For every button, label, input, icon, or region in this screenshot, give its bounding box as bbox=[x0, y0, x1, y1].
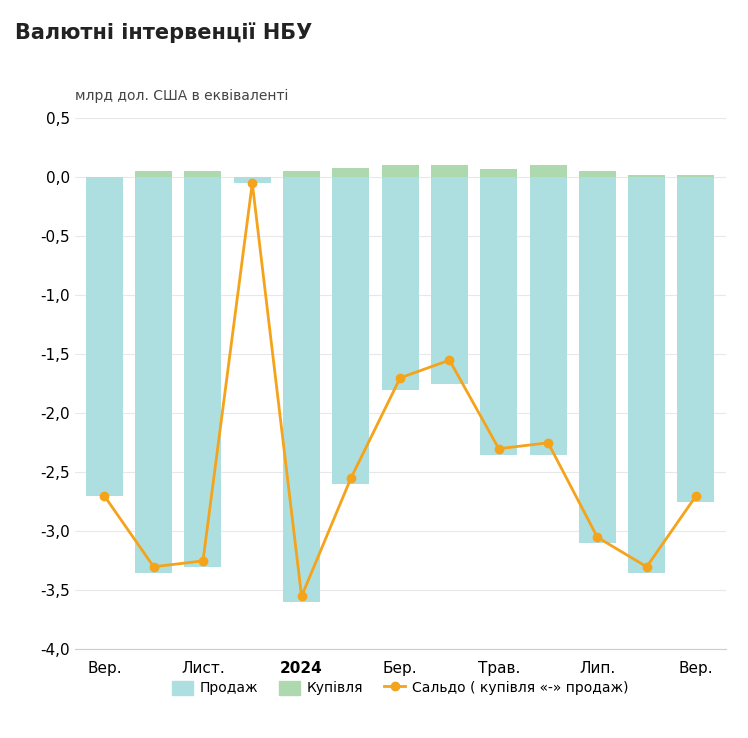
Bar bbox=[431, 165, 468, 177]
Bar bbox=[86, 177, 123, 496]
Bar bbox=[135, 171, 172, 177]
Bar bbox=[579, 171, 616, 177]
Bar bbox=[283, 171, 320, 177]
Bar bbox=[135, 177, 172, 573]
Bar bbox=[185, 171, 221, 177]
Bar bbox=[579, 177, 616, 543]
Legend: Продаж, Купівля, Сальдо ( купівля «-» продаж): Продаж, Купівля, Сальдо ( купівля «-» пр… bbox=[166, 675, 634, 701]
Bar bbox=[480, 177, 518, 455]
Bar bbox=[185, 177, 221, 567]
Text: млрд дол. США в еквіваленті: млрд дол. США в еквіваленті bbox=[75, 89, 288, 103]
Bar bbox=[480, 169, 518, 177]
Bar bbox=[678, 177, 714, 502]
Bar bbox=[381, 165, 419, 177]
Bar bbox=[431, 177, 468, 384]
Bar bbox=[332, 177, 370, 484]
Text: Валютні інтервенції НБУ: Валютні інтервенції НБУ bbox=[15, 22, 312, 43]
Bar bbox=[628, 175, 665, 177]
Bar bbox=[234, 177, 271, 183]
Bar bbox=[628, 177, 665, 573]
Bar bbox=[381, 177, 419, 390]
Bar bbox=[530, 177, 566, 455]
Bar bbox=[283, 177, 320, 602]
Bar bbox=[332, 168, 370, 177]
Bar bbox=[678, 175, 714, 177]
Bar bbox=[530, 165, 566, 177]
